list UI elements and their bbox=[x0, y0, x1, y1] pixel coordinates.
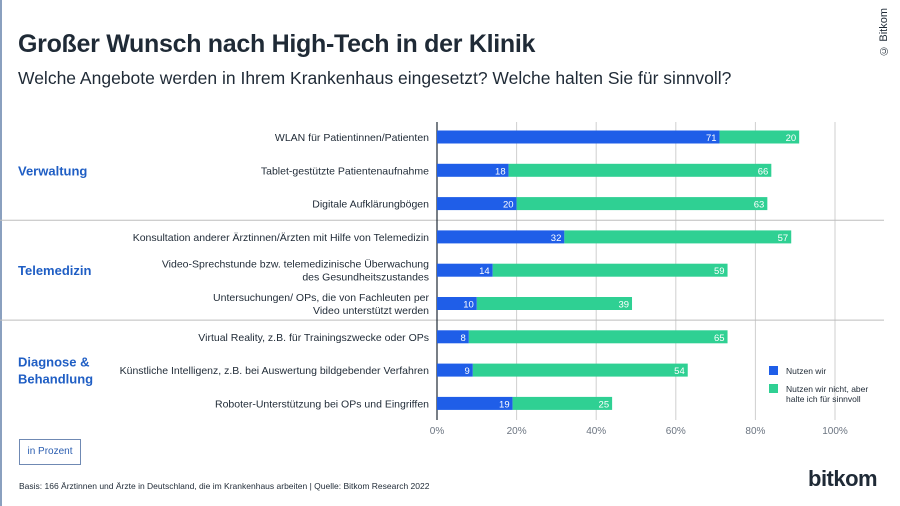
data-label: 63 bbox=[754, 200, 765, 211]
category-label: Künstliche Intelligenz, z.B. bei Auswert… bbox=[120, 365, 430, 377]
data-label: 8 bbox=[461, 333, 466, 344]
category-label: Digitale Aufklärungbögen bbox=[312, 199, 429, 211]
category-label: Tablet-gestützte Patientenaufnahme bbox=[261, 165, 429, 177]
data-label: 54 bbox=[674, 366, 685, 377]
bar-nutzen bbox=[437, 263, 493, 277]
data-label: 10 bbox=[463, 300, 474, 311]
legend-swatch bbox=[769, 384, 778, 393]
data-label: 20 bbox=[503, 200, 514, 211]
group-label: Verwaltung bbox=[18, 163, 87, 178]
x-tick-label: 80% bbox=[745, 426, 765, 437]
x-tick-label: 60% bbox=[666, 426, 686, 437]
x-tick-label: 0% bbox=[430, 426, 445, 437]
bar-sinnvoll bbox=[719, 130, 800, 144]
x-tick-label: 20% bbox=[507, 426, 527, 437]
legend-label: halte ich für sinnvoll bbox=[786, 394, 861, 404]
bar-sinnvoll bbox=[512, 396, 613, 410]
data-label: 14 bbox=[479, 266, 490, 277]
category-label: Untersuchungen/ OPs, die von Fachleuten … bbox=[213, 292, 429, 304]
unit-label: in Prozent bbox=[19, 439, 81, 465]
data-label: 59 bbox=[714, 266, 725, 277]
bar-sinnvoll bbox=[492, 263, 728, 277]
legend-label: Nutzen wir bbox=[786, 366, 826, 376]
data-label: 57 bbox=[778, 233, 789, 244]
bitkom-logo: bitkom bbox=[808, 466, 878, 491]
bar-sinnvoll bbox=[508, 163, 772, 177]
data-label: 18 bbox=[495, 166, 506, 177]
bar-nutzen bbox=[437, 330, 469, 344]
bar-nutzen bbox=[437, 297, 477, 310]
chart-subtitle: Welche Angebote werden in Ihrem Krankenh… bbox=[18, 68, 732, 88]
category-label: Video unterstützt werden bbox=[313, 305, 429, 317]
data-label: 19 bbox=[499, 399, 510, 410]
group-label: Diagnose & bbox=[18, 355, 90, 370]
bar-sinnvoll bbox=[516, 197, 768, 211]
chart-title: Großer Wunsch nach High-Tech in der Klin… bbox=[18, 30, 536, 58]
source-note: Basis: 166 Ärztinnen und Ärzte in Deutsc… bbox=[19, 481, 430, 491]
x-tick-label: 40% bbox=[586, 426, 606, 437]
data-label: 71 bbox=[706, 133, 717, 144]
bar-sinnvoll bbox=[476, 297, 633, 310]
bar-sinnvoll bbox=[468, 330, 728, 344]
bar-sinnvoll bbox=[472, 363, 688, 377]
category-label: Konsultation anderer Ärztinnen/Ärzten mi… bbox=[133, 232, 429, 244]
legend-swatch bbox=[769, 366, 778, 375]
category-label: des Gesundheitszustandes bbox=[302, 272, 429, 284]
category-label: WLAN für Patientinnen/Patienten bbox=[275, 132, 429, 144]
legend-label: Nutzen wir nicht, aber bbox=[786, 384, 868, 394]
bar-nutzen bbox=[437, 230, 565, 244]
bar-nutzen bbox=[437, 130, 720, 144]
bar-sinnvoll bbox=[564, 230, 792, 244]
data-label: 9 bbox=[465, 366, 470, 377]
bar-nutzen bbox=[437, 363, 473, 377]
data-label: 39 bbox=[618, 300, 629, 311]
category-label: Virtual Reality, z.B. für Trainingszweck… bbox=[198, 332, 429, 344]
data-label: 20 bbox=[786, 133, 797, 144]
group-label: Telemedizin bbox=[18, 263, 92, 278]
bar-nutzen bbox=[437, 396, 513, 410]
category-label: Roboter-Unterstützung bei OPs und Eingri… bbox=[215, 398, 429, 410]
data-label: 32 bbox=[551, 233, 562, 244]
bar-nutzen bbox=[437, 197, 517, 211]
x-tick-label: 100% bbox=[822, 426, 848, 437]
group-label: Behandlung bbox=[18, 372, 93, 387]
frame-border bbox=[0, 0, 2, 506]
bar-nutzen bbox=[437, 163, 509, 177]
data-label: 65 bbox=[714, 333, 725, 344]
data-label: 25 bbox=[599, 399, 610, 410]
data-label: 66 bbox=[758, 166, 769, 177]
category-label: Video-Sprechstunde bzw. telemedizinische… bbox=[162, 259, 429, 271]
